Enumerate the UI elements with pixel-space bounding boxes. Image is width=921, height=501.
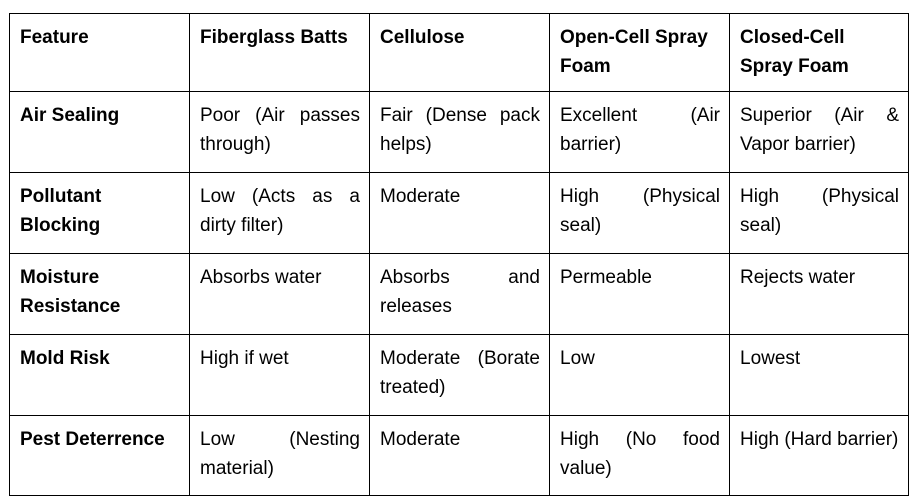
table-cell: Rejects water: [729, 253, 909, 335]
header-cellulose: Cellulose: [369, 13, 550, 92]
table-cell: High (Hard barrier): [729, 415, 909, 496]
table-cell: Excellent (Air barrier): [549, 91, 730, 173]
table-row: Moisture Resistance Absorbs water Absorb…: [9, 253, 909, 335]
table-cell: Absorbs and releases: [369, 253, 550, 335]
header-open-cell-spray-foam: Open-Cell Spray Foam: [549, 13, 730, 92]
header-closed-cell-spray-foam: Closed-Cell Spray Foam: [729, 13, 909, 92]
insulation-comparison-table: Feature Fiberglass Batts Cellulose Open-…: [9, 13, 909, 496]
table-cell: Low (Acts as a dirty filter): [189, 172, 370, 254]
table-cell: Low (Nesting material): [189, 415, 370, 496]
feature-cell: Pollutant Blocking: [9, 172, 190, 254]
feature-cell: Moisture Resistance: [9, 253, 190, 335]
table-cell: Moderate (Borate treated): [369, 334, 550, 416]
comparison-table-container: Feature Fiberglass Batts Cellulose Open-…: [9, 13, 909, 496]
table-cell: Absorbs water: [189, 253, 370, 335]
table-cell: Moderate: [369, 172, 550, 254]
table-row: Mold Risk High if wet Moderate (Borate t…: [9, 334, 909, 416]
feature-cell: Pest Deterrence: [9, 415, 190, 496]
table-cell: Superior (Air & Vapor barrier): [729, 91, 909, 173]
table-row: Pollutant Blocking Low (Acts as a dirty …: [9, 172, 909, 254]
feature-cell: Mold Risk: [9, 334, 190, 416]
table-row: Pest Deterrence Low (Nesting material) M…: [9, 415, 909, 496]
table-cell: High (Physical seal): [729, 172, 909, 254]
table-cell: Fair (Dense pack helps): [369, 91, 550, 173]
table-cell: Poor (Air passes through): [189, 91, 370, 173]
header-feature: Feature: [9, 13, 190, 92]
table-cell: High if wet: [189, 334, 370, 416]
table-cell: Low: [549, 334, 730, 416]
table-cell: Permeable: [549, 253, 730, 335]
header-fiberglass-batts: Fiberglass Batts: [189, 13, 370, 92]
table-row: Air Sealing Poor (Air passes through) Fa…: [9, 91, 909, 173]
table-cell: Lowest: [729, 334, 909, 416]
table-cell: High (No food value): [549, 415, 730, 496]
feature-cell: Air Sealing: [9, 91, 190, 173]
table-cell: Moderate: [369, 415, 550, 496]
table-header-row: Feature Fiberglass Batts Cellulose Open-…: [9, 13, 909, 92]
table-cell: High (Physical seal): [549, 172, 730, 254]
